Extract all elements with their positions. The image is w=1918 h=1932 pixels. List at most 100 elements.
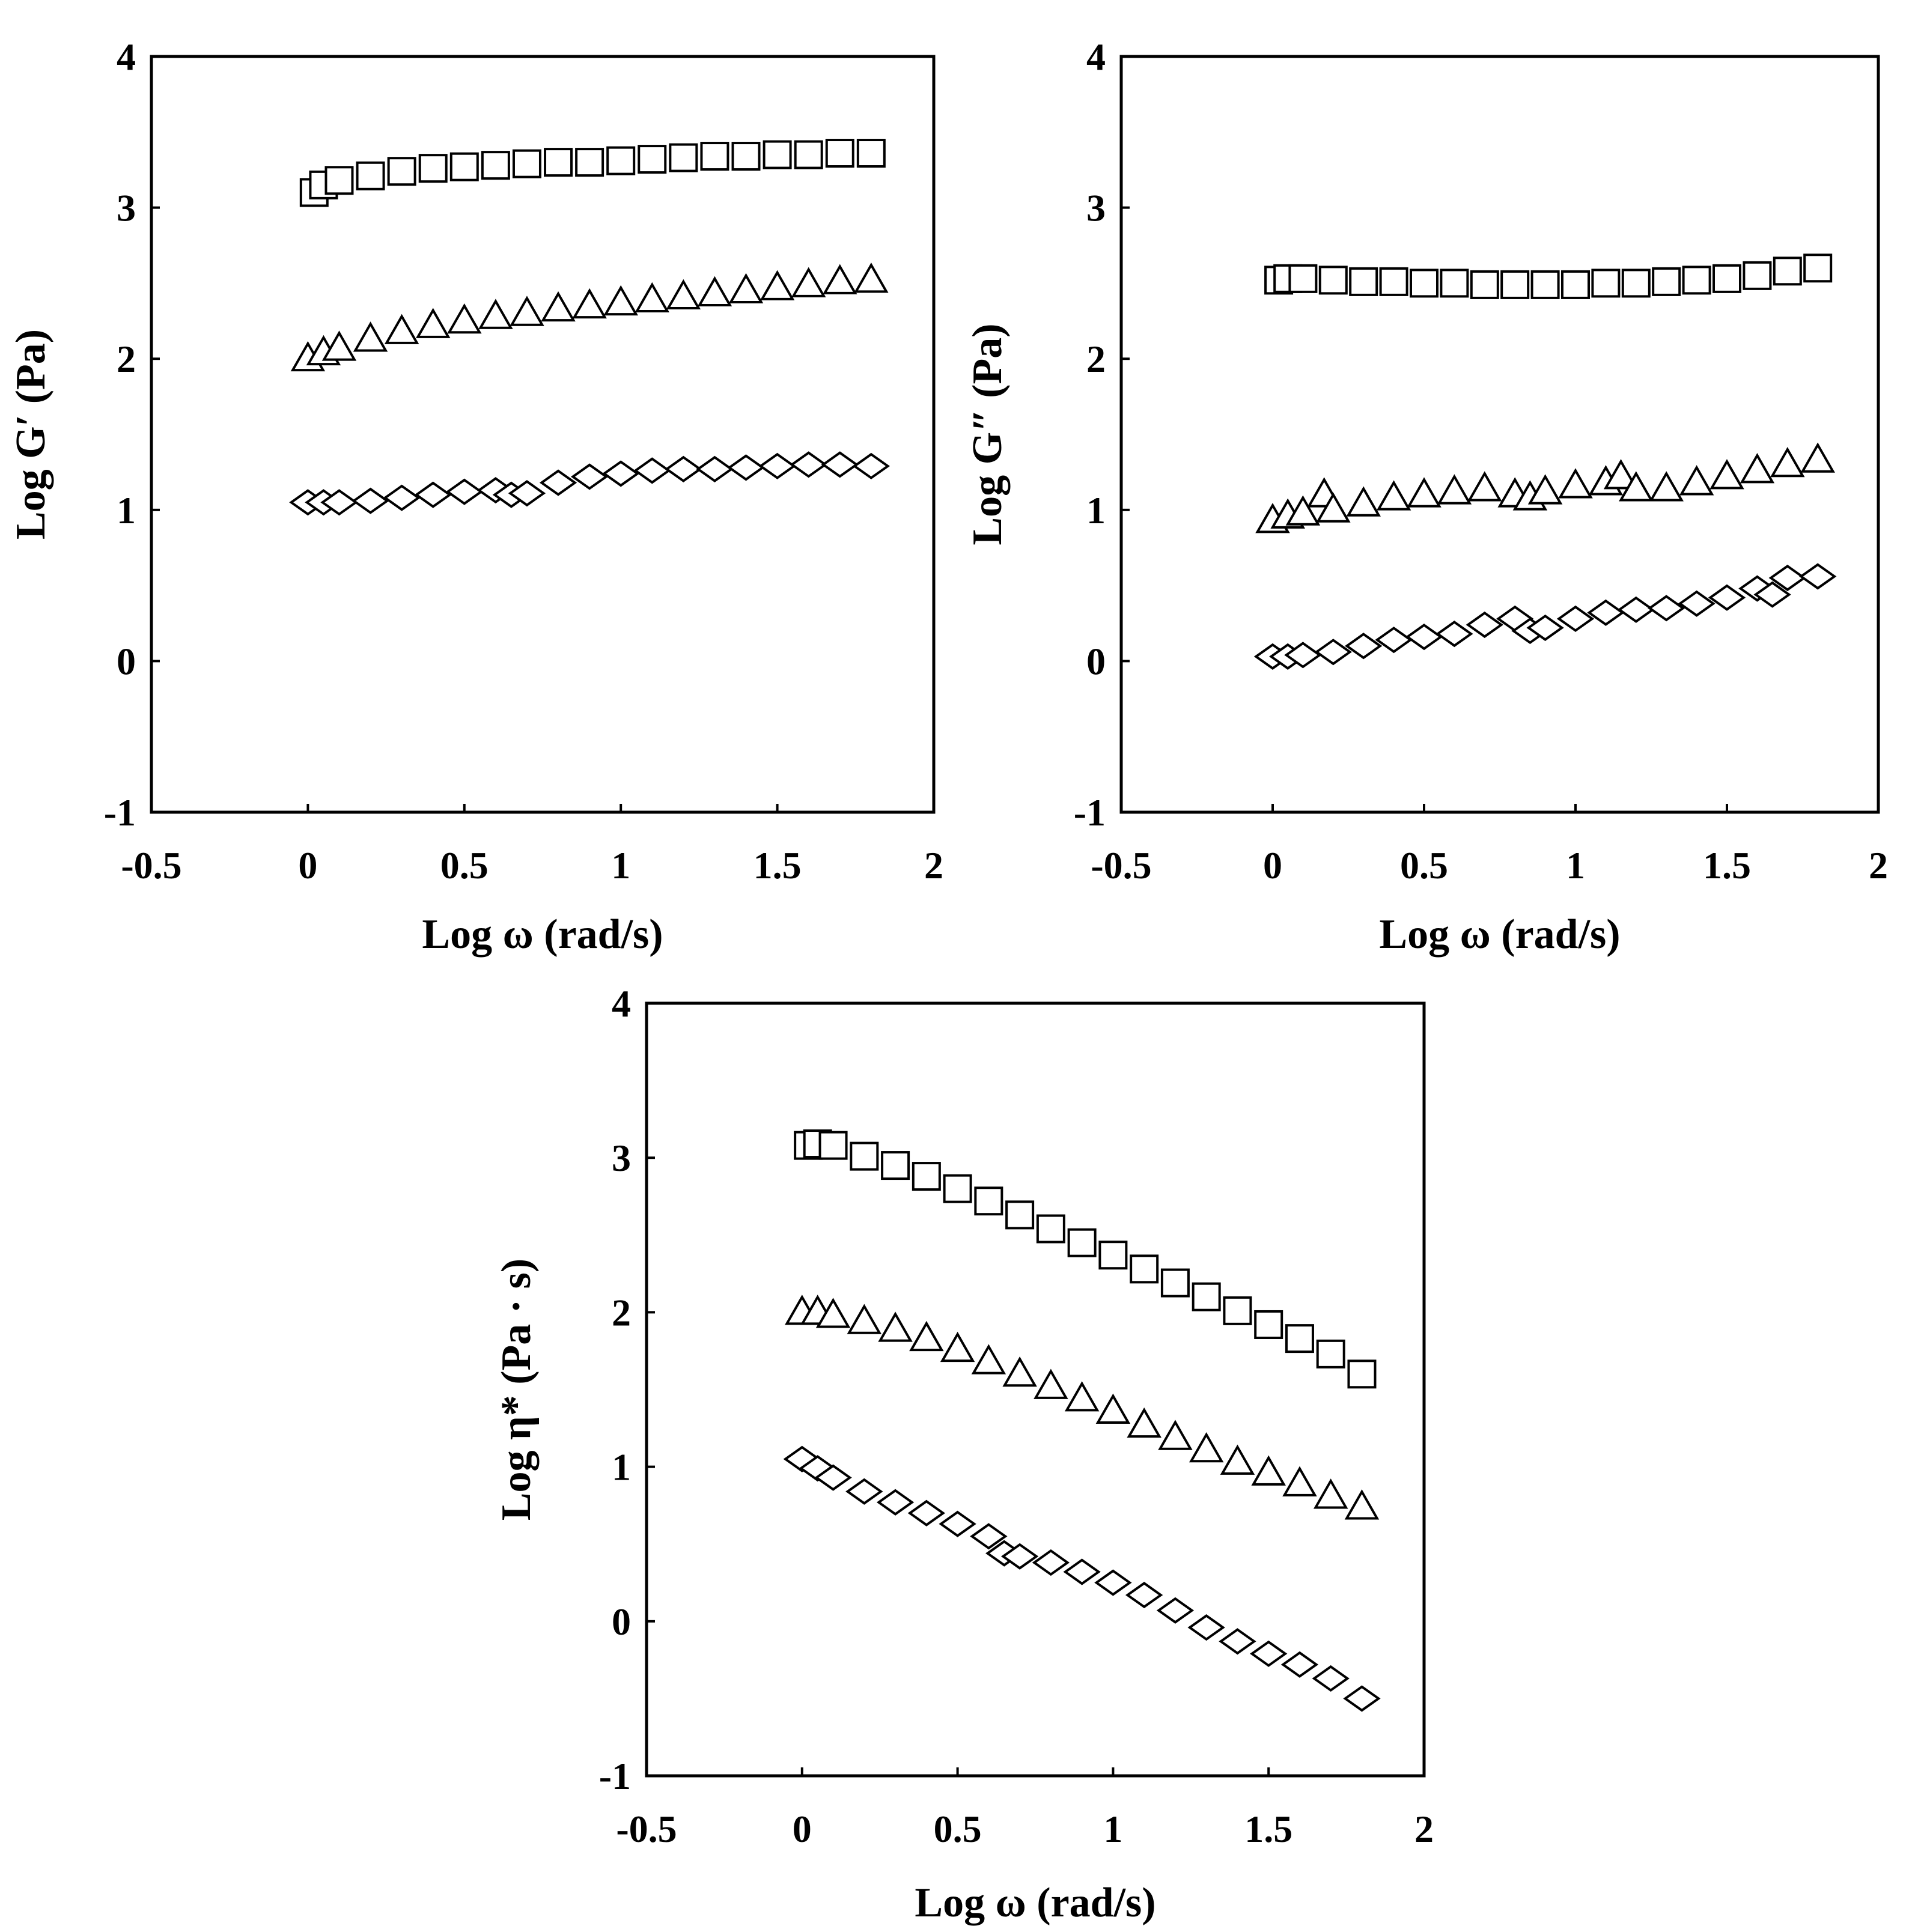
data-point-square xyxy=(544,148,573,177)
data-point-diamond xyxy=(1435,621,1473,648)
y-axis-label: Log η* (Pa · s) xyxy=(493,1259,540,1520)
x-tick-label: 0 xyxy=(793,1808,812,1850)
x-axis-label: Log ω (rad/s) xyxy=(915,1880,1155,1926)
data-point-triangle xyxy=(1002,1356,1037,1387)
y-tick-label: 2 xyxy=(117,338,136,380)
series-square xyxy=(1264,254,1833,299)
series-square xyxy=(299,139,886,207)
data-point-square xyxy=(1285,1324,1314,1353)
data-point-diamond xyxy=(1250,1640,1288,1667)
data-point-triangle xyxy=(1800,442,1835,473)
data-point-triangle xyxy=(353,321,388,352)
data-point-square xyxy=(1682,266,1711,295)
x-tick-label: -0.5 xyxy=(616,1808,677,1850)
data-point-triangle xyxy=(971,1344,1006,1375)
x-tick-label: 0 xyxy=(298,844,317,887)
data-point-square xyxy=(1379,267,1408,296)
data-point-diamond xyxy=(1187,1614,1225,1641)
data-point-triangle xyxy=(1709,459,1744,490)
y-tick-label: 2 xyxy=(1086,338,1106,380)
data-point-square xyxy=(387,157,416,186)
data-point-diamond xyxy=(970,1523,1008,1550)
data-point-square xyxy=(1254,1310,1283,1339)
y-tick-label: 4 xyxy=(1086,35,1106,78)
data-point-triangle xyxy=(1127,1407,1161,1438)
data-point-triangle xyxy=(1619,471,1654,502)
data-point-diamond xyxy=(814,1464,852,1491)
data-point-diamond xyxy=(1375,627,1413,654)
x-axis-label: Log ω (rad/s) xyxy=(422,911,663,958)
data-point-square xyxy=(575,148,604,177)
data-point-triangle xyxy=(1467,471,1502,502)
y-tick-label: -1 xyxy=(1074,791,1106,834)
data-point-square xyxy=(638,145,667,174)
data-point-diamond xyxy=(602,460,640,487)
x-tick-label: -0.5 xyxy=(1091,844,1151,887)
series-triangle xyxy=(290,263,889,372)
plot-frame xyxy=(150,55,936,814)
data-point-diamond xyxy=(1032,1549,1070,1576)
data-point-triangle xyxy=(510,296,544,326)
data-point-triangle xyxy=(1346,486,1381,517)
data-point-triangle xyxy=(823,264,857,294)
data-point-square xyxy=(1318,266,1348,295)
data-point-triangle xyxy=(909,1320,944,1352)
y-tick-label: 1 xyxy=(1086,489,1106,532)
data-point-triangle xyxy=(815,1298,851,1328)
data-point-triangle xyxy=(635,282,670,313)
x-tick-label: 1 xyxy=(1566,844,1585,887)
chart-panel-top-left: -1 0 1 2 3 4 -0.5 0 0.5 1 1.5 2 Log ω (rad/s) Log G′ … xyxy=(8,35,943,958)
y-tick-label: 4 xyxy=(612,982,631,1025)
data-point-square xyxy=(856,139,886,168)
data-point-diamond xyxy=(1678,590,1716,617)
x-tick-label: 1 xyxy=(1103,1808,1122,1850)
y-tick-label: 1 xyxy=(612,1446,631,1489)
data-point-diamond xyxy=(1094,1569,1132,1596)
data-point-square xyxy=(1652,267,1681,296)
x-tick-label: 2 xyxy=(1414,1808,1434,1850)
x-tick-label: 1.5 xyxy=(1244,1808,1292,1850)
y-tick-label: 3 xyxy=(117,187,136,229)
data-point-triangle xyxy=(697,276,732,306)
data-point-square xyxy=(1773,257,1802,286)
data-point-triangle xyxy=(1095,1393,1131,1424)
data-point-diamond xyxy=(1768,564,1806,592)
data-point-triangle xyxy=(791,267,826,297)
data-point-square xyxy=(943,1174,972,1203)
x-axis-label: Log ω (rad/s) xyxy=(1379,911,1620,958)
data-point-square xyxy=(763,140,792,169)
data-point-square xyxy=(1621,269,1651,298)
data-point-diamond xyxy=(1312,1665,1350,1692)
data-point-diamond xyxy=(939,1510,976,1537)
data-point-diamond xyxy=(665,455,702,482)
data-point-square xyxy=(818,1131,848,1160)
data-point-diamond xyxy=(852,452,890,479)
data-point-triangle xyxy=(384,314,419,344)
data-point-diamond xyxy=(1063,1558,1101,1585)
data-point-diamond xyxy=(414,481,452,508)
data-point-square xyxy=(1347,1359,1377,1389)
data-point-square xyxy=(1349,267,1378,296)
data-point-diamond xyxy=(445,478,483,505)
data-point-square xyxy=(1743,261,1772,290)
data-point-diamond xyxy=(1345,633,1383,660)
data-point-square xyxy=(1067,1228,1097,1257)
y-tick-label: 0 xyxy=(117,640,136,682)
data-point-diamond xyxy=(1556,605,1595,633)
data-point-square xyxy=(1500,270,1530,299)
y-tick-label: 2 xyxy=(612,1291,631,1334)
data-point-diamond xyxy=(1587,599,1625,626)
y-tick-label: 3 xyxy=(612,1137,631,1179)
y-tick-label: 4 xyxy=(117,35,136,78)
x-tick-label: 1.5 xyxy=(754,844,802,887)
data-point-square xyxy=(1005,1200,1035,1230)
y-tick-label: 1 xyxy=(117,489,136,532)
x-tick-label: 0.5 xyxy=(1400,844,1448,887)
data-point-square xyxy=(794,140,823,169)
data-point-triangle xyxy=(1527,474,1563,505)
data-point-diamond xyxy=(1799,563,1837,590)
data-point-square xyxy=(356,161,385,190)
data-point-triangle xyxy=(1282,1466,1317,1496)
data-point-triangle xyxy=(541,291,576,322)
